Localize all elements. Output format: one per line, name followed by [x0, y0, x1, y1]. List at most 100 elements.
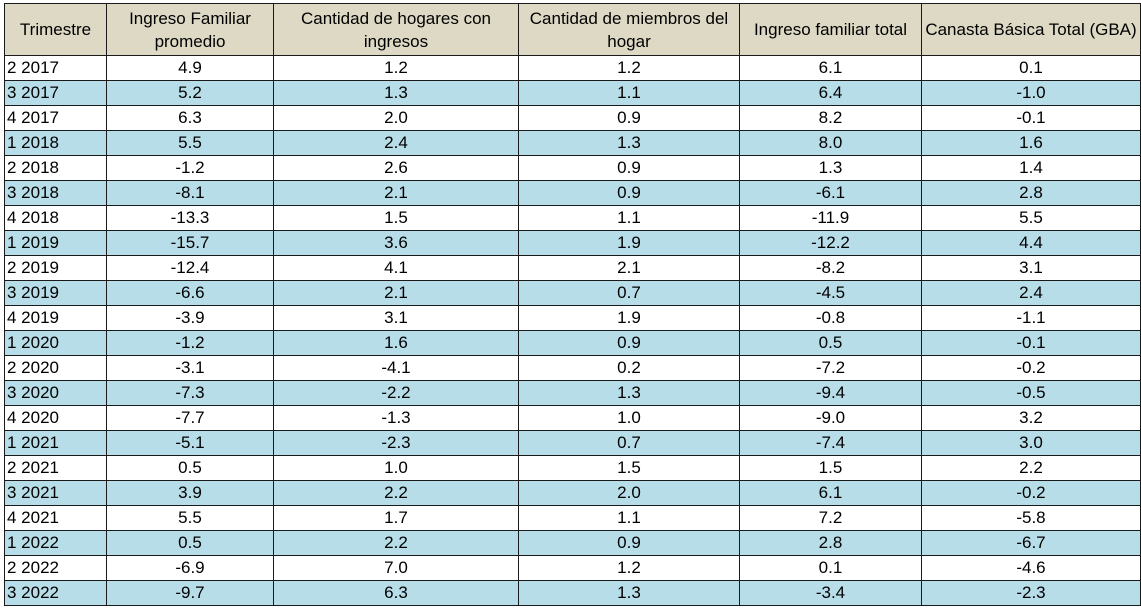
table-cell-value: -2.3	[921, 580, 1141, 606]
table-cell-value: -5.8	[921, 505, 1141, 531]
table-cell-value: 1.0	[273, 455, 519, 481]
table-cell-value: -9.0	[739, 405, 922, 431]
column-header-cantidad-miembros: Cantidad de miembros del hogar	[518, 3, 740, 56]
table-cell-value: 2.1	[273, 280, 519, 306]
table-row: 3 2017 5.2 1.3 1.1 6.4 -1.0	[4, 80, 1141, 106]
table-cell-value: 4.1	[273, 255, 519, 281]
table-cell-value: 1.6	[273, 330, 519, 356]
table-cell-quarter: 2 2022	[4, 555, 107, 581]
column-header-ingreso-familiar-promedio: Ingreso Familiar promedio	[106, 3, 274, 56]
table-row: 2 2020 -3.1 -4.1 0.2 -7.2 -0.2	[4, 355, 1141, 381]
table-cell-value: -3.4	[739, 580, 922, 606]
table-cell-value: 0.7	[518, 280, 740, 306]
table-cell-value: -0.1	[921, 105, 1141, 131]
table-cell-quarter: 3 2021	[4, 480, 107, 506]
table-cell-value: -4.1	[273, 355, 519, 381]
table-cell-value: 6.1	[739, 55, 922, 81]
table-cell-value: -2.2	[273, 380, 519, 406]
column-header-trimestre: Trimestre	[4, 3, 107, 56]
table-cell-value: -15.7	[106, 230, 274, 256]
table-cell-value: 2.8	[921, 180, 1141, 206]
table-cell-value: 5.5	[106, 130, 274, 156]
table-cell-value: 3.1	[921, 255, 1141, 281]
table-row: 4 2017 6.3 2.0 0.9 8.2 -0.1	[4, 105, 1141, 131]
table-cell-value: -1.1	[921, 305, 1141, 331]
header-row: Trimestre Ingreso Familiar promedio Cant…	[4, 3, 1141, 56]
table-cell-value: 6.4	[739, 80, 922, 106]
table-row: 3 2020 -7.3 -2.2 1.3 -9.4 -0.5	[4, 380, 1141, 406]
table-cell-value: 6.1	[739, 480, 922, 506]
table-cell-value: -9.4	[739, 380, 922, 406]
table-cell-quarter: 4 2019	[4, 305, 107, 331]
table-cell-quarter: 3 2017	[4, 80, 107, 106]
table-cell-value: -8.1	[106, 180, 274, 206]
table-cell-quarter: 4 2018	[4, 205, 107, 231]
table-cell-quarter: 2 2017	[4, 55, 107, 81]
table-cell-value: 8.0	[739, 130, 922, 156]
table-row: 3 2019 -6.6 2.1 0.7 -4.5 2.4	[4, 280, 1141, 306]
table-cell-value: 0.9	[518, 105, 740, 131]
table-cell-value: -9.7	[106, 580, 274, 606]
table-cell-value: 6.3	[273, 580, 519, 606]
table-row: 1 2020 -1.2 1.6 0.9 0.5 -0.1	[4, 330, 1141, 356]
table-cell-value: 1.1	[518, 505, 740, 531]
table-row: 2 2022 -6.9 7.0 1.2 0.1 -4.6	[4, 555, 1141, 581]
table-cell-value: 3.1	[273, 305, 519, 331]
table-cell-value: 1.3	[739, 155, 922, 181]
table-row: 4 2018 -13.3 1.5 1.1 -11.9 5.5	[4, 205, 1141, 231]
table-cell-quarter: 1 2021	[4, 430, 107, 456]
table-cell-value: 1.3	[518, 380, 740, 406]
table-cell-value: 1.1	[518, 205, 740, 231]
table-cell-value: 2.6	[273, 155, 519, 181]
table-cell-value: 2.2	[921, 455, 1141, 481]
table-row: 2 2017 4.9 1.2 1.2 6.1 0.1	[4, 55, 1141, 81]
table-cell-quarter: 2 2018	[4, 155, 107, 181]
table-cell-value: 7.0	[273, 555, 519, 581]
table-cell-value: 0.5	[739, 330, 922, 356]
table-cell-value: 2.8	[739, 530, 922, 556]
table-cell-value: 1.4	[921, 155, 1141, 181]
table-cell-value: 1.5	[739, 455, 922, 481]
table-cell-value: -12.2	[739, 230, 922, 256]
table-cell-value: 0.9	[518, 180, 740, 206]
table-cell-value: 1.7	[273, 505, 519, 531]
table-cell-value: 1.5	[273, 205, 519, 231]
table-cell-value: 5.5	[106, 505, 274, 531]
table-row: 4 2019 -3.9 3.1 1.9 -0.8 -1.1	[4, 305, 1141, 331]
table-row: 2 2021 0.5 1.0 1.5 1.5 2.2	[4, 455, 1141, 481]
table-row: 2 2018 -1.2 2.6 0.9 1.3 1.4	[4, 155, 1141, 181]
table-cell-value: -5.1	[106, 430, 274, 456]
table-cell-value: 2.2	[273, 530, 519, 556]
table-row: 1 2022 0.5 2.2 0.9 2.8 -6.7	[4, 530, 1141, 556]
table-cell-value: 1.9	[518, 230, 740, 256]
column-header-canasta-basica: Canasta Básica Total (GBA)	[921, 3, 1141, 56]
table-cell-value: -6.7	[921, 530, 1141, 556]
table-row: 1 2018 5.5 2.4 1.3 8.0 1.6	[4, 130, 1141, 156]
table-cell-value: 7.2	[739, 505, 922, 531]
table-cell-value: -6.6	[106, 280, 274, 306]
table-cell-value: 5.5	[921, 205, 1141, 231]
table-cell-value: 2.1	[518, 255, 740, 281]
table-cell-value: 3.2	[921, 405, 1141, 431]
table-cell-value: -12.4	[106, 255, 274, 281]
table-cell-value: -7.3	[106, 380, 274, 406]
table-cell-value: -6.1	[739, 180, 922, 206]
table-cell-value: 0.7	[518, 430, 740, 456]
table-cell-value: 2.4	[273, 130, 519, 156]
table-container: Trimestre Ingreso Familiar promedio Cant…	[4, 3, 1141, 606]
table-cell-value: 1.9	[518, 305, 740, 331]
table-cell-quarter: 2 2020	[4, 355, 107, 381]
table-cell-value: -7.2	[739, 355, 922, 381]
data-table: Trimestre Ingreso Familiar promedio Cant…	[4, 3, 1141, 606]
table-cell-value: 1.2	[273, 55, 519, 81]
table-cell-value: -1.0	[921, 80, 1141, 106]
table-cell-value: -0.2	[921, 355, 1141, 381]
table-cell-quarter: 2 2021	[4, 455, 107, 481]
table-cell-quarter: 4 2021	[4, 505, 107, 531]
table-cell-value: -2.3	[273, 430, 519, 456]
table-cell-value: 6.3	[106, 105, 274, 131]
table-row: 3 2022 -9.7 6.3 1.3 -3.4 -2.3	[4, 580, 1141, 606]
table-cell-value: 2.0	[273, 105, 519, 131]
table-cell-value: -4.5	[739, 280, 922, 306]
table-cell-value: -11.9	[739, 205, 922, 231]
